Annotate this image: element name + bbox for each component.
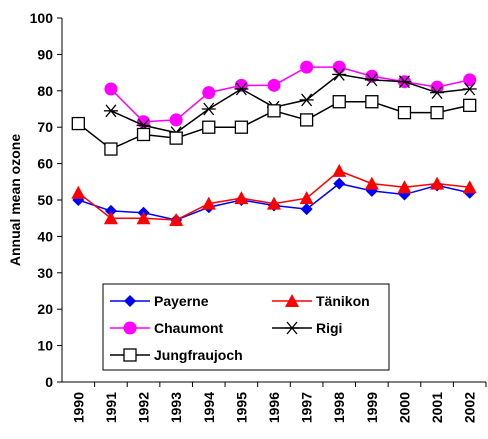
y-tick-label: 0 — [45, 374, 53, 390]
marker-stroke — [286, 321, 298, 335]
marker — [267, 78, 281, 92]
marker — [397, 180, 412, 194]
y-tick-label: 90 — [37, 46, 53, 62]
marker — [430, 176, 445, 190]
marker — [104, 142, 118, 156]
marker — [364, 73, 379, 87]
marker — [463, 98, 477, 113]
marker-stroke — [301, 93, 313, 107]
y-tick-label: 70 — [37, 119, 53, 135]
marker — [333, 177, 346, 190]
marker — [123, 348, 137, 362]
y-tick-label: 30 — [37, 265, 53, 281]
marker — [201, 102, 216, 116]
marker — [332, 68, 347, 81]
x-tick-label: 2002 — [462, 392, 478, 423]
marker-stroke — [398, 75, 410, 89]
marker — [267, 196, 281, 210]
x-tick-label: 1992 — [136, 392, 152, 423]
x-tick-label: 2001 — [429, 392, 445, 423]
marker — [397, 75, 412, 89]
marker — [104, 82, 118, 96]
marker-stroke — [431, 86, 443, 100]
marker — [332, 163, 347, 177]
y-tick-label: 60 — [37, 156, 53, 172]
x-tick-label: 1993 — [168, 392, 184, 423]
y-tick-label: 20 — [37, 301, 53, 317]
x-tick-label: 1990 — [70, 392, 86, 423]
marker — [300, 60, 314, 74]
marker — [103, 211, 118, 225]
y-tick-label: 10 — [37, 338, 53, 354]
marker — [169, 131, 183, 145]
marker-stroke — [464, 82, 476, 96]
marker — [332, 95, 346, 109]
legend-label: Jungfraujoch — [154, 347, 243, 363]
legend-label: Payerne — [154, 293, 209, 309]
marker — [202, 86, 216, 100]
marker — [462, 82, 477, 96]
marker — [124, 295, 136, 307]
x-tick-label: 1998 — [331, 392, 347, 423]
y-tick-label: 50 — [37, 192, 53, 208]
x-tick-label: 1996 — [266, 392, 282, 423]
x-tick-label: 1994 — [201, 392, 217, 423]
legend-box — [102, 283, 390, 371]
marker — [169, 113, 183, 127]
marker — [136, 127, 151, 142]
marker — [364, 176, 379, 190]
marker — [267, 104, 281, 118]
marker — [104, 204, 117, 217]
marker — [299, 113, 314, 127]
marker — [430, 80, 444, 94]
y-axis-title: Annual mean ozone — [7, 134, 23, 266]
legend-label: Chaumont — [154, 320, 224, 336]
marker-stroke — [105, 104, 117, 118]
marker — [71, 185, 86, 199]
y-tick-label: 80 — [37, 83, 53, 99]
marker-stroke — [366, 73, 378, 87]
marker — [234, 82, 249, 96]
series-line — [110, 66, 470, 123]
marker — [202, 120, 216, 134]
marker — [169, 213, 184, 227]
marker — [234, 191, 249, 205]
marker-stroke — [333, 68, 345, 81]
marker — [397, 105, 412, 120]
marker — [136, 211, 151, 225]
y-tick-label: 40 — [37, 228, 53, 244]
marker — [463, 73, 477, 87]
marker — [285, 294, 299, 307]
y-tick-label: 100 — [30, 10, 54, 26]
marker — [365, 95, 379, 109]
marker — [123, 321, 137, 335]
legend: Payerne Tänikon Chaumont Rigi Jungfraujoch — [102, 283, 390, 371]
marker — [299, 93, 314, 107]
legend-label: Tänikon — [316, 293, 370, 309]
marker — [285, 321, 299, 335]
x-tick-label: 1999 — [364, 392, 380, 423]
marker — [430, 105, 444, 120]
marker — [430, 86, 445, 100]
x-tick-label: 1997 — [299, 392, 315, 423]
marker-stroke — [235, 82, 247, 96]
marker — [299, 191, 314, 205]
x-tick-label: 1991 — [103, 392, 119, 423]
marker — [71, 116, 85, 131]
series-line — [110, 73, 470, 134]
marker — [332, 60, 346, 74]
marker — [201, 196, 216, 210]
legend-label: Rigi — [316, 320, 342, 336]
marker — [300, 203, 313, 216]
marker — [462, 180, 477, 194]
x-tick-label: 2000 — [396, 392, 412, 423]
marker — [103, 104, 118, 118]
x-tick-label: 1995 — [233, 392, 249, 423]
marker — [234, 120, 249, 134]
marker-stroke — [203, 102, 215, 116]
